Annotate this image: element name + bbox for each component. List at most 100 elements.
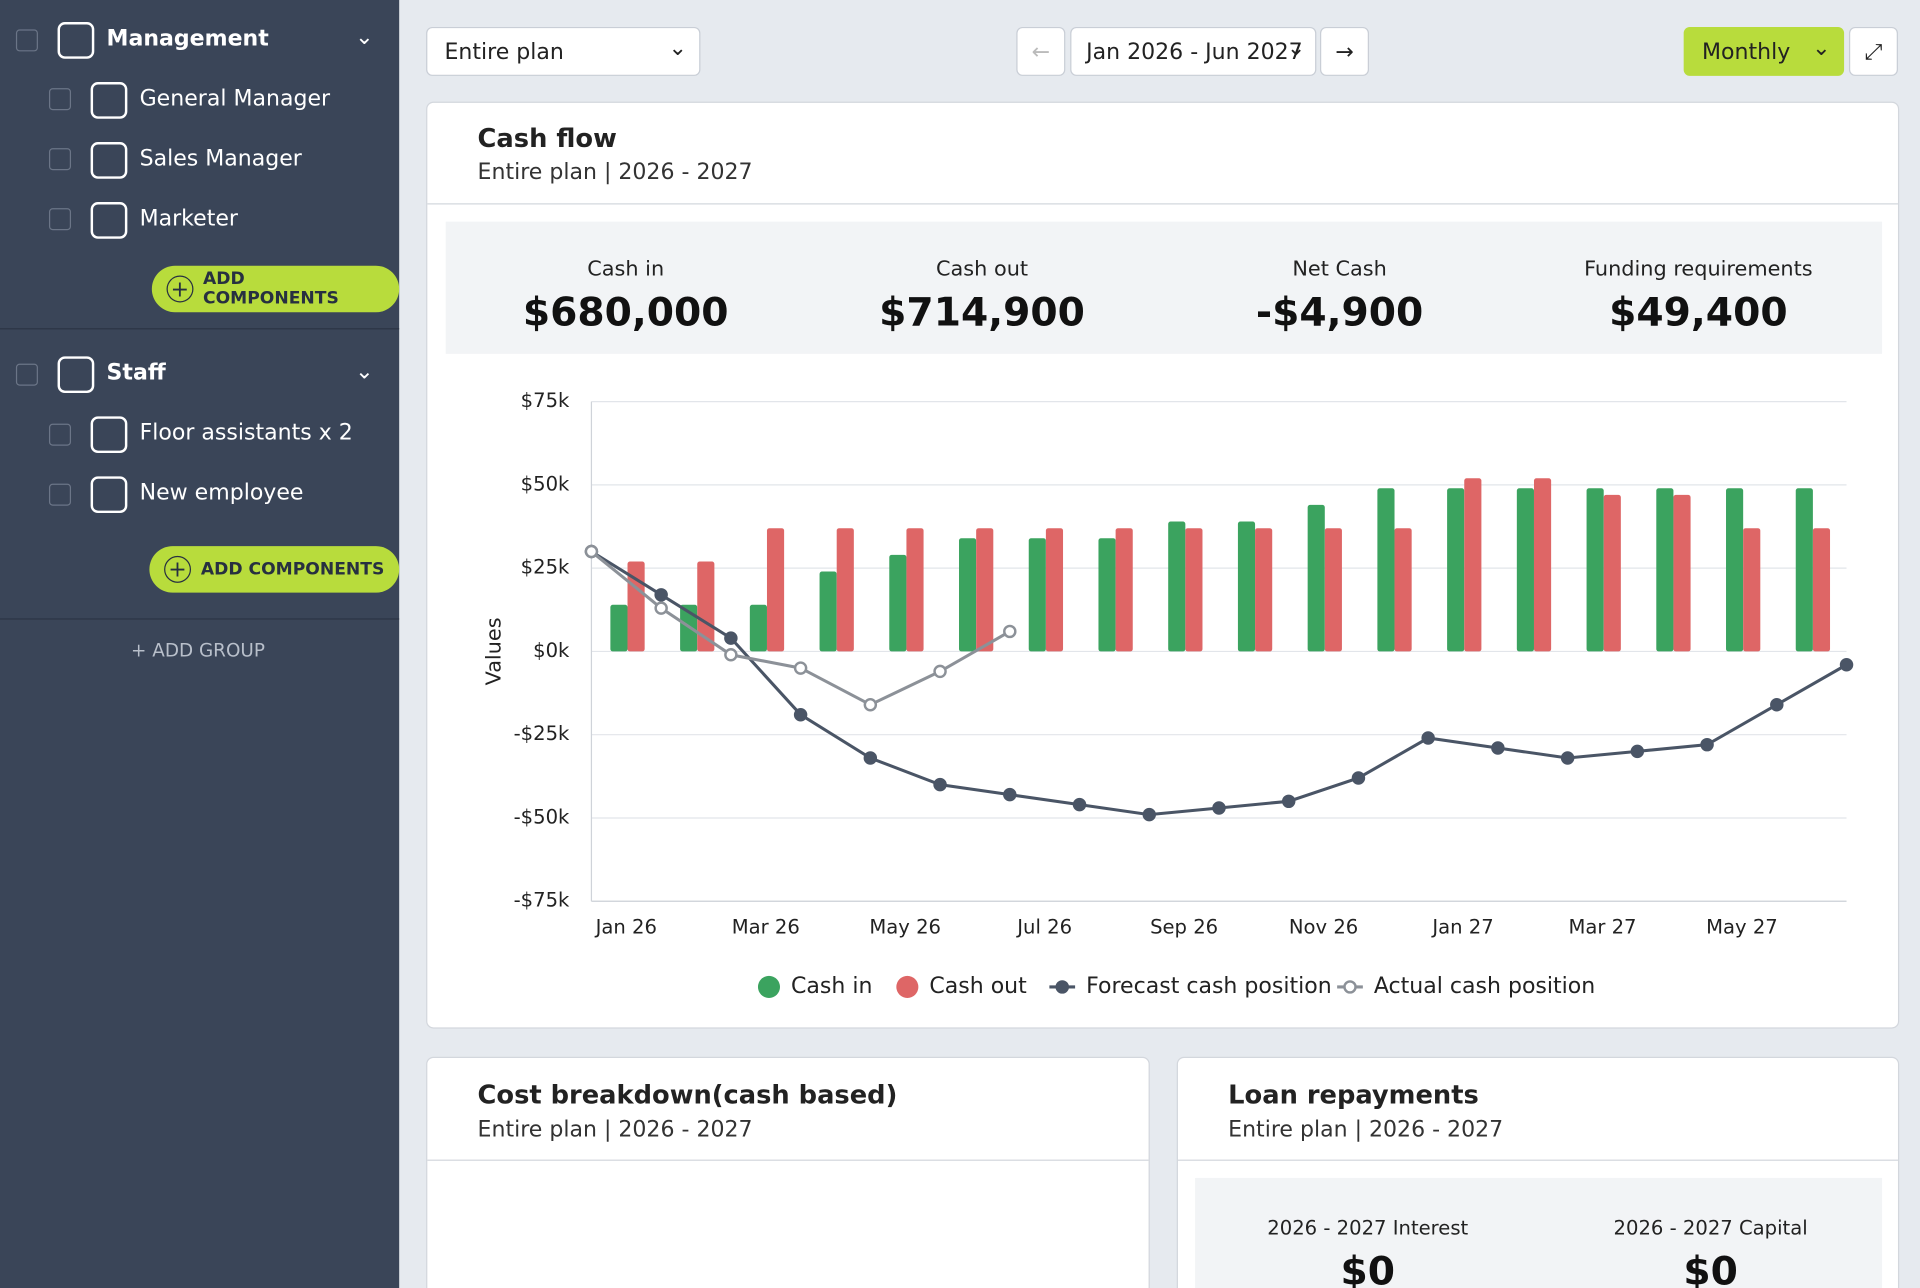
y-tick-label: $75k: [521, 389, 570, 412]
prev-button[interactable]: ←: [1016, 26, 1066, 76]
bar: [1533, 478, 1552, 652]
line-point: [1770, 697, 1784, 712]
card-subtitle: Entire plan | 2026 - 2027: [1228, 1116, 1504, 1143]
y-tick-label: -$50k: [514, 805, 570, 828]
line-point: [933, 664, 947, 679]
chevron[interactable]: ⌄: [355, 24, 374, 51]
divider: [0, 618, 400, 620]
person-icon: [90, 82, 128, 119]
divider: [1177, 1159, 1898, 1161]
cost-breakdown-card: Cost breakdown(cash based) Entire plan |…: [426, 1056, 1150, 1288]
bar: [1464, 478, 1482, 652]
bar: [610, 604, 628, 652]
fullscreen-button[interactable]: ⤢: [1848, 26, 1898, 76]
add-group-button[interactable]: + ADD GROUP: [131, 639, 265, 662]
range-label: Jan 2026 - Jun 2027: [1086, 38, 1303, 65]
y-tick-label: -$25k: [514, 722, 570, 745]
card-title: Cash flow: [477, 123, 617, 154]
legend-swatch: [1055, 980, 1069, 994]
checkbox[interactable]: [48, 423, 72, 446]
kpi-label: Cash out: [936, 257, 1029, 282]
x-tick-label: May 26: [869, 916, 941, 939]
bar: [959, 538, 977, 652]
add-components-button[interactable]: + ADD COMPONENTS: [151, 265, 400, 313]
bar: [1115, 528, 1133, 652]
person-icon: [90, 416, 128, 454]
button-label: ADD COMPONENTS: [202, 269, 339, 309]
y-tick-label: $50k: [521, 472, 570, 495]
x-tick-label: Jul 26: [1015, 916, 1072, 939]
bar: [836, 528, 854, 652]
line-point: [1281, 794, 1296, 809]
chevron[interactable]: ⌄: [355, 358, 374, 385]
item-name[interactable]: Floor assistants x 2: [139, 420, 353, 446]
kpi-value: $680,000: [522, 288, 729, 336]
add-components-button[interactable]: + ADD COMPONENTS: [149, 546, 400, 593]
line-point: [1491, 741, 1505, 755]
x-tick-label: Mar 27: [1568, 916, 1636, 939]
bar: [1656, 488, 1674, 652]
line-point: [1839, 658, 1854, 672]
cash-flow-card: Cash flow Entire plan | 2026 - 2027 Cash…: [426, 101, 1900, 1029]
scope-label: Entire plan: [444, 38, 564, 65]
kpi-label: Funding requirements: [1584, 257, 1813, 282]
line-point: [793, 707, 808, 722]
kpi-label: Cash in: [587, 257, 665, 282]
card-title: Cost breakdown(cash based): [477, 1080, 898, 1110]
bar: [1516, 488, 1534, 652]
legend-label: Actual cash position: [1374, 974, 1595, 999]
line-point: [584, 544, 599, 559]
bar: [1324, 528, 1342, 652]
bar: [1255, 528, 1273, 652]
checkbox[interactable]: [48, 208, 72, 231]
item-name[interactable]: General Manager: [139, 85, 331, 112]
item-name[interactable]: Sales Manager: [139, 145, 302, 172]
x-tick-label: Nov 26: [1289, 916, 1358, 939]
next-button[interactable]: →: [1320, 26, 1369, 76]
bar: [889, 554, 907, 652]
kpi-value: -$4,900: [1255, 288, 1424, 336]
group-name[interactable]: Management: [106, 25, 269, 52]
person-icon: [90, 202, 128, 239]
line-point: [1003, 787, 1017, 802]
line-point: [1212, 801, 1226, 815]
checkbox[interactable]: [48, 148, 72, 171]
line-point: [1630, 744, 1645, 759]
line-point: [793, 661, 808, 675]
legend-swatch: [896, 975, 919, 998]
scope-dropdown[interactable]: Entire plan ⌄: [426, 26, 701, 76]
x-tick-label: Jan 27: [1430, 916, 1493, 939]
person-icon: [90, 476, 128, 514]
legend-swatch: [1343, 980, 1357, 994]
bar: [697, 561, 715, 652]
line-point: [1351, 771, 1366, 785]
add-group-label: ADD GROUP: [152, 639, 265, 662]
bar: [906, 528, 924, 652]
bar: [1377, 488, 1395, 652]
button-label: ADD COMPONENTS: [200, 559, 385, 580]
checkbox[interactable]: [48, 88, 72, 111]
person-icon: [90, 142, 128, 179]
line-point: [1072, 797, 1087, 812]
line-point: [724, 631, 738, 645]
bar: [1045, 528, 1064, 652]
item-name[interactable]: New employee: [139, 480, 304, 506]
card-subtitle: Entire plan | 2026 - 2027: [477, 1116, 753, 1143]
checkbox[interactable]: [48, 483, 72, 506]
legend-swatch: [757, 975, 781, 998]
bar: [1237, 521, 1256, 652]
group-name[interactable]: Staff: [106, 360, 166, 386]
legend-label: Forecast cash position: [1086, 974, 1332, 999]
kpi-label: 2026 - 2027 Capital: [1613, 1215, 1808, 1240]
checkbox[interactable]: [15, 363, 38, 386]
range-dropdown[interactable]: Jan 2026 - Jun 2027 ⌄: [1070, 26, 1317, 76]
line-point: [1700, 737, 1714, 752]
period-dropdown[interactable]: Monthly ⌄: [1683, 26, 1845, 76]
checkbox[interactable]: [15, 29, 38, 52]
bar: [766, 528, 785, 652]
x-tick-label: May 27: [1706, 916, 1778, 939]
sidebar: Management ⌄ General Manager Sales Manag…: [0, 0, 400, 1288]
item-name[interactable]: Marketer: [139, 205, 238, 232]
